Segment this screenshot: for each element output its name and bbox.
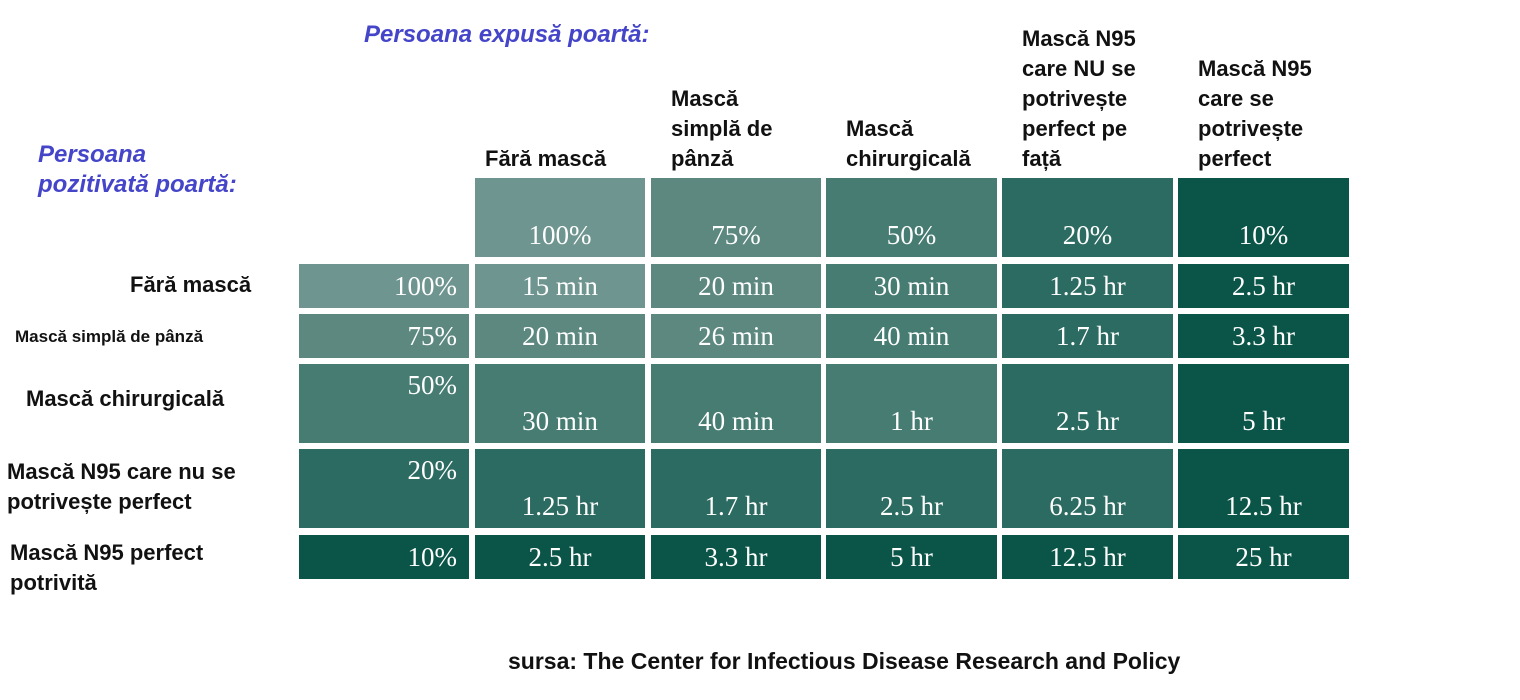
value-cell: 12.5 hr (1178, 449, 1349, 528)
value-cell: 15 min (475, 264, 645, 308)
value-cell: 40 min (826, 314, 997, 358)
value-cell: 1.7 hr (651, 449, 821, 528)
positive-person-title: Persoana pozitivată poartă: (38, 140, 237, 200)
value-cell: 1.25 hr (475, 449, 645, 528)
row-percent-cell: 20% (299, 449, 469, 528)
column-header: Mască N95 care se potrivește perfect (1198, 18, 1368, 174)
column-percent-cell: 50% (826, 178, 997, 257)
label-line: Mască chirurgicală (26, 384, 286, 414)
row-percent-cell: 10% (299, 535, 469, 579)
column-percent-cell: 20% (1002, 178, 1173, 257)
label-line: chirurgicală (846, 144, 1016, 174)
value-cell: 5 hr (826, 535, 997, 579)
row-header: Mască simplă de pânză (15, 320, 285, 354)
row-header: Mască N95 care nu se potrivește perfect (7, 456, 297, 518)
value-cell: 2.5 hr (475, 535, 645, 579)
row-percent-cell: 50% (299, 364, 469, 443)
value-cell: 6.25 hr (1002, 449, 1173, 528)
positive-title-line: pozitivată poartă: (38, 170, 237, 200)
row-percent-cell: 100% (299, 264, 469, 308)
label-line: Mască (846, 114, 1016, 144)
value-cell: 5 hr (1178, 364, 1349, 443)
label-line: Mască N95 (1022, 24, 1192, 54)
row-header: Mască N95 perfect potrivită (10, 537, 290, 599)
label-line: Mască N95 care nu se (7, 457, 297, 487)
value-cell: 2.5 hr (826, 449, 997, 528)
label-line: pânză (671, 144, 841, 174)
label-line: care NU se (1022, 54, 1192, 84)
value-cell: 1.25 hr (1002, 264, 1173, 308)
label-line: potrivită (10, 568, 290, 598)
value-cell: 3.3 hr (651, 535, 821, 579)
value-cell: 20 min (651, 264, 821, 308)
column-header: Mască chirurgicală (846, 18, 1016, 174)
label-line: față (1022, 144, 1192, 174)
value-cell: 2.5 hr (1178, 264, 1349, 308)
column-header: Fără mască (485, 18, 655, 174)
value-cell: 1 hr (826, 364, 997, 443)
value-cell: 25 hr (1178, 535, 1349, 579)
value-cell: 3.3 hr (1178, 314, 1349, 358)
label-line: Mască N95 perfect (10, 538, 290, 568)
row-percent-cell: 75% (299, 314, 469, 358)
label-line: perfect pe (1022, 114, 1192, 144)
value-cell: 12.5 hr (1002, 535, 1173, 579)
source-caption: sursa: The Center for Infectious Disease… (508, 646, 1180, 676)
label-line: Mască (671, 84, 841, 114)
label-line: Mască simplă de pânză (15, 325, 285, 349)
positive-title-line: Persoana (38, 140, 237, 170)
row-header: Mască chirurgicală (26, 380, 286, 418)
label-line: Mască N95 (1198, 54, 1368, 84)
label-line: potrivește (1198, 114, 1368, 144)
row-header: Fără mască (130, 266, 290, 304)
column-percent-cell: 100% (475, 178, 645, 257)
column-header: Mască simplă de pânză (671, 18, 841, 174)
label-line: care se (1198, 84, 1368, 114)
value-cell: 40 min (651, 364, 821, 443)
label-line: perfect (1198, 144, 1368, 174)
label-line: potrivește (1022, 84, 1192, 114)
label-line: Fără mască (485, 144, 655, 174)
value-cell: 1.7 hr (1002, 314, 1173, 358)
label-line: potrivește perfect (7, 487, 297, 517)
label-line: Fără mască (130, 270, 290, 300)
value-cell: 20 min (475, 314, 645, 358)
value-cell: 26 min (651, 314, 821, 358)
label-line: simplă de (671, 114, 841, 144)
column-percent-cell: 10% (1178, 178, 1349, 257)
column-percent-cell: 75% (651, 178, 821, 257)
value-cell: 2.5 hr (1002, 364, 1173, 443)
value-cell: 30 min (826, 264, 997, 308)
column-header: Mască N95 care NU se potrivește perfect pe f… (1022, 18, 1192, 174)
value-cell: 30 min (475, 364, 645, 443)
